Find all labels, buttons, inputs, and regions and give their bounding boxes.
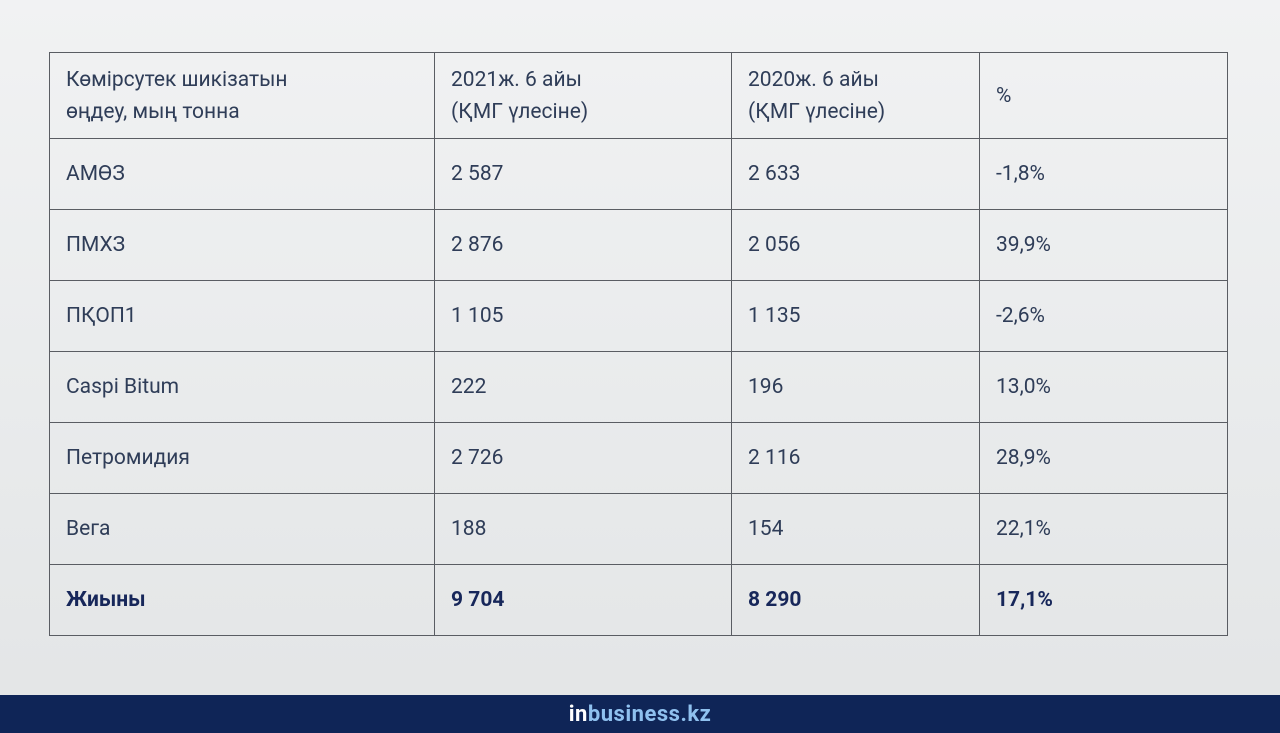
table-cell: 1 105 bbox=[434, 280, 732, 352]
table-cell: 2 633 bbox=[731, 138, 980, 210]
table-row: Caspi Bitum 222 196 13,0% bbox=[49, 351, 1228, 423]
table-cell: Вега bbox=[49, 493, 435, 565]
table-cell: 196 bbox=[731, 351, 980, 423]
table-cell: 28,9% bbox=[979, 422, 1228, 494]
table-row: ПМХЗ 2 876 2 056 39,9% bbox=[49, 209, 1228, 281]
table-cell: 2 876 bbox=[434, 209, 732, 281]
data-table: Көмірсутек шикізатын өңдеу, мың тонна 202… bbox=[49, 52, 1228, 636]
brand-prefix: in bbox=[568, 701, 588, 727]
header-cell: Көмірсутек шикізатын өңдеу, мың тонна bbox=[49, 52, 435, 139]
table-row: Жиыны 9 704 8 290 17,1% bbox=[49, 564, 1228, 636]
table-cell: 13,0% bbox=[979, 351, 1228, 423]
footer-bar: in business.kz bbox=[0, 695, 1280, 733]
table-cell: -1,8% bbox=[979, 138, 1228, 210]
table-cell: 2 587 bbox=[434, 138, 732, 210]
header-cell: % bbox=[979, 52, 1228, 139]
table-cell: ПҚОП1 bbox=[49, 280, 435, 352]
table-cell: -2,6% bbox=[979, 280, 1228, 352]
table-cell: Caspi Bitum bbox=[49, 351, 435, 423]
header-cell: 2020ж. 6 айы (ҚМГ үлесіне) bbox=[731, 52, 980, 139]
table-row: Петромидия 2 726 2 116 28,9% bbox=[49, 422, 1228, 494]
table-cell: 2 116 bbox=[731, 422, 980, 494]
table-cell: 9 704 bbox=[434, 564, 732, 636]
table-cell: 188 bbox=[434, 493, 732, 565]
table-cell: 222 bbox=[434, 351, 732, 423]
table-cell: 17,1% bbox=[979, 564, 1228, 636]
table-cell: 22,1% bbox=[979, 493, 1228, 565]
table-cell: 8 290 bbox=[731, 564, 980, 636]
header-row: Көмірсутек шикізатын өңдеу, мың тонна 202… bbox=[49, 52, 1228, 139]
table-cell: 39,9% bbox=[979, 209, 1228, 281]
table-row: Вега 188 154 22,1% bbox=[49, 493, 1228, 565]
table-row: ПҚОП1 1 105 1 135 -2,6% bbox=[49, 280, 1228, 352]
header-cell: 2021ж. 6 айы (ҚМГ үлесіне) bbox=[434, 52, 732, 139]
table-cell: 2 056 bbox=[731, 209, 980, 281]
brand-name: business.kz bbox=[587, 701, 712, 727]
table-cell: 1 135 bbox=[731, 280, 980, 352]
table-cell: 154 bbox=[731, 493, 980, 565]
table-cell: 2 726 bbox=[434, 422, 732, 494]
table-cell: ПМХЗ bbox=[49, 209, 435, 281]
table-cell: Петромидия bbox=[49, 422, 435, 494]
table-cell: АМӨЗ bbox=[49, 138, 435, 210]
table-cell: Жиыны bbox=[49, 564, 435, 636]
table-row: АМӨЗ 2 587 2 633 -1,8% bbox=[49, 138, 1228, 210]
